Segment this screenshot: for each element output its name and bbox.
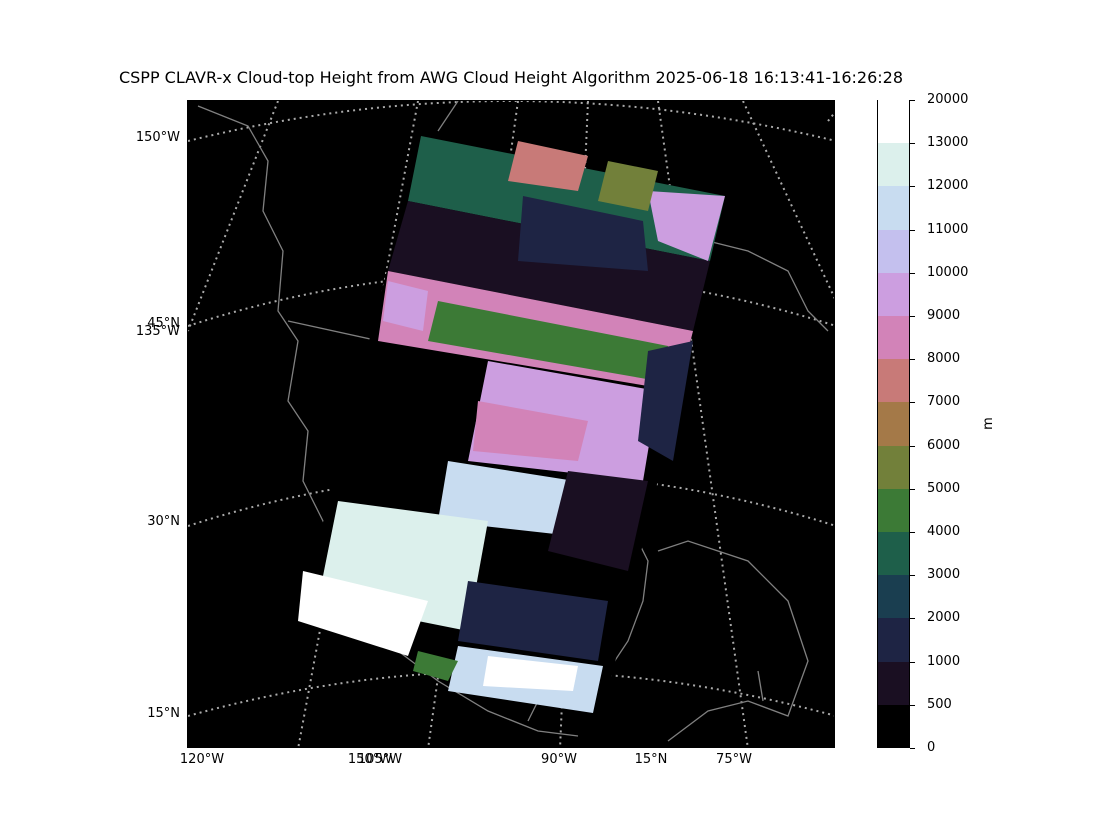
colorbar-segment bbox=[878, 359, 909, 403]
colorbar-segment bbox=[878, 143, 909, 187]
colorbar-tick-label: 11000 bbox=[927, 221, 969, 237]
colorbar-segment bbox=[878, 661, 909, 706]
colorbar-tick-label: 20000 bbox=[927, 92, 969, 107]
colorbar-tick-label: 5000 bbox=[927, 480, 961, 496]
colorbar-tick-label: 9000 bbox=[927, 308, 961, 323]
colorbar-tick bbox=[910, 229, 915, 231]
lon-label-90w: 90°W bbox=[541, 752, 577, 767]
colorbar-tick bbox=[910, 272, 915, 274]
colorbar-tick bbox=[910, 143, 915, 145]
colorbar-segment bbox=[878, 100, 909, 144]
colorbar-tick-label: 2000 bbox=[927, 610, 961, 626]
map-canvas bbox=[188, 101, 834, 747]
colorbar-tick-label: 4000 bbox=[927, 524, 961, 539]
colorbar-segment bbox=[878, 272, 909, 317]
colorbar-tick-label: 0 bbox=[927, 740, 936, 755]
colorbar-segment bbox=[878, 488, 909, 533]
colorbar-tick bbox=[910, 575, 915, 577]
colorbar-tick bbox=[910, 748, 915, 749]
colorbar-tick-label: 1000 bbox=[927, 653, 961, 669]
colorbar-unit-label: m bbox=[980, 417, 996, 430]
colorbar-tick bbox=[910, 618, 915, 620]
colorbar-tick bbox=[910, 316, 915, 317]
lat-label-150w: 150°W bbox=[135, 130, 180, 145]
colorbar-tick bbox=[910, 186, 915, 188]
colorbar-tick bbox=[910, 488, 915, 490]
cloud-swath bbox=[298, 136, 725, 713]
colorbar-tick bbox=[910, 402, 915, 404]
colorbar-tick-label: 3000 bbox=[927, 567, 961, 583]
lat-label-45n: 45°N bbox=[147, 316, 180, 331]
lat-label-135w: 135°W bbox=[135, 324, 180, 339]
lon-label-105w: 105°W bbox=[357, 752, 403, 767]
colorbar-segment bbox=[878, 316, 909, 360]
colorbar-tick bbox=[910, 532, 915, 533]
colorbar-tick bbox=[910, 100, 915, 101]
colorbar-segment bbox=[878, 402, 909, 447]
colorbar-segment bbox=[878, 445, 909, 490]
colorbar-segment bbox=[878, 575, 909, 619]
cloud-height-map bbox=[187, 100, 835, 748]
colorbar-segment bbox=[878, 532, 909, 576]
colorbar-tick bbox=[910, 445, 915, 447]
colorbar-segment bbox=[878, 618, 909, 663]
map-title: CSPP CLAVR-x Cloud-top Height from AWG C… bbox=[118, 68, 904, 87]
lat-label-15n: 15°N bbox=[147, 706, 180, 721]
lon-label-150w: 150°W bbox=[347, 752, 393, 767]
colorbar-segment bbox=[878, 229, 909, 274]
lat-label-30n: 30°N bbox=[147, 514, 180, 529]
colorbar-tick-label: 10000 bbox=[927, 264, 969, 280]
colorbar-tick-label: 7000 bbox=[927, 394, 961, 410]
colorbar-tick-label: 500 bbox=[927, 696, 952, 712]
lon-label-120w: 120°W bbox=[179, 752, 225, 767]
colorbar-tick-label: 6000 bbox=[927, 437, 961, 453]
colorbar-tick-label: 13000 bbox=[927, 135, 969, 151]
colorbar-tick bbox=[910, 661, 915, 663]
colorbar-tick bbox=[910, 704, 915, 706]
lon-label-75w: 75°W bbox=[716, 752, 752, 767]
colorbar bbox=[877, 100, 910, 749]
colorbar-tick-label: 8000 bbox=[927, 351, 961, 367]
colorbar-segment bbox=[878, 704, 909, 749]
colorbar-segment bbox=[878, 186, 909, 231]
colorbar-tick bbox=[910, 359, 915, 361]
colorbar-tick-label: 12000 bbox=[927, 178, 969, 194]
lon-label-15n: 15°N bbox=[634, 752, 668, 767]
